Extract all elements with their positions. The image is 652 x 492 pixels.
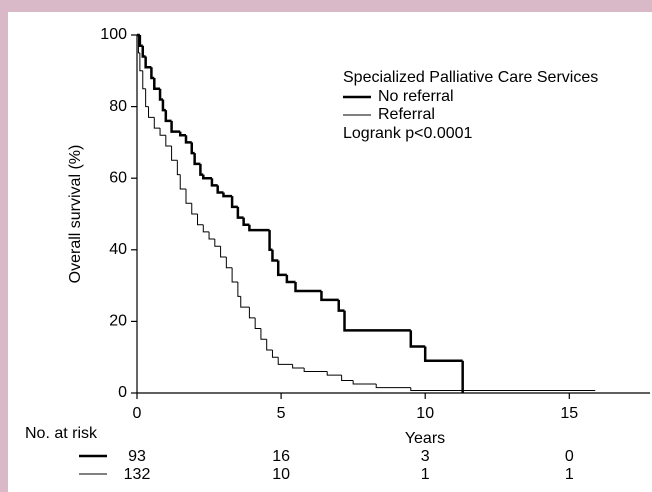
survival-step (410, 387, 596, 391)
at-risk-count: 93 (128, 448, 146, 465)
survival-step (409, 330, 426, 348)
survival-step (294, 282, 322, 293)
survival-step (285, 274, 296, 284)
survival-step (248, 224, 270, 232)
survival-step (271, 249, 279, 262)
survival-step (352, 380, 377, 385)
survival-step (191, 203, 198, 215)
x-axis-label: Years (405, 430, 445, 447)
survival-step (144, 56, 152, 69)
survival-step (193, 153, 201, 166)
x-tick-label: 5 (277, 405, 286, 422)
survival-step (326, 371, 342, 376)
survival-step (142, 70, 146, 90)
survival-step (165, 135, 172, 147)
survival-step (276, 260, 287, 277)
survival-step (139, 52, 143, 72)
at-risk-count: 16 (272, 448, 290, 465)
x-tick-label: 0 (133, 405, 142, 422)
at-risk-count: 10 (272, 466, 290, 483)
at-risk-count: 0 (565, 448, 574, 465)
survival-step (210, 178, 218, 187)
survival-step (164, 110, 172, 123)
y-axis-label: Overall survival (%) (67, 145, 84, 284)
legend-title: Specialized Palliative Care Services (343, 69, 598, 86)
y-tick-label: 20 (109, 313, 127, 330)
survival-step (423, 346, 463, 363)
y-tick-label: 80 (109, 98, 127, 115)
survival-step (171, 145, 178, 161)
survival-step (248, 307, 256, 319)
survival-step (277, 357, 293, 365)
survival-step (320, 290, 339, 302)
survival-step (375, 384, 411, 389)
x-tick-label: 10 (416, 405, 434, 422)
survival-step (303, 367, 328, 373)
survival-step (176, 160, 181, 176)
survival-step (231, 267, 238, 283)
survival-step (237, 282, 241, 297)
survival-step (225, 256, 233, 269)
y-tick-label: 60 (109, 169, 127, 186)
survival-step (266, 339, 273, 351)
y-tick-label: 100 (100, 26, 127, 43)
survival-step (337, 299, 345, 312)
at-risk-count: 1 (421, 466, 430, 483)
y-tick-label: 40 (109, 241, 127, 258)
survival-step (153, 117, 161, 129)
survival-step (220, 246, 227, 258)
survival-step (230, 196, 238, 209)
survival-step (343, 310, 411, 332)
survival-step (179, 174, 186, 190)
at-risk-label: No. at risk (25, 425, 98, 442)
survival-step (271, 350, 279, 358)
survival-step (222, 192, 233, 198)
survival-step (185, 188, 192, 204)
survival-step (341, 375, 354, 381)
survival-step (178, 131, 186, 137)
survival-step (240, 296, 250, 308)
survival-step (202, 224, 210, 233)
survival-step (159, 128, 166, 136)
survival-step (148, 106, 155, 118)
x-tick-label: 15 (560, 405, 578, 422)
legend-label: No referral (378, 88, 454, 105)
survival-step (145, 88, 149, 108)
annotation: Logrank p<0.0001 (343, 125, 473, 142)
legend-label: Referral (378, 106, 435, 123)
survival-step (184, 135, 192, 144)
at-risk-count: 132 (124, 466, 151, 483)
survival-step (170, 120, 181, 133)
survival-step (260, 328, 267, 340)
survival-step (236, 206, 244, 219)
survival-step (153, 77, 161, 90)
survival-step (197, 214, 204, 226)
survival-step (202, 174, 212, 180)
y-tick-label: 0 (118, 384, 127, 401)
at-risk-count: 3 (421, 448, 430, 465)
survival-step (214, 239, 221, 247)
survival-step (242, 217, 250, 226)
survival-step (208, 231, 215, 240)
survival-step (292, 364, 305, 369)
survival-step (254, 317, 261, 330)
panel (8, 12, 652, 492)
at-risk-count: 1 (565, 466, 574, 483)
survival-step (216, 185, 224, 194)
